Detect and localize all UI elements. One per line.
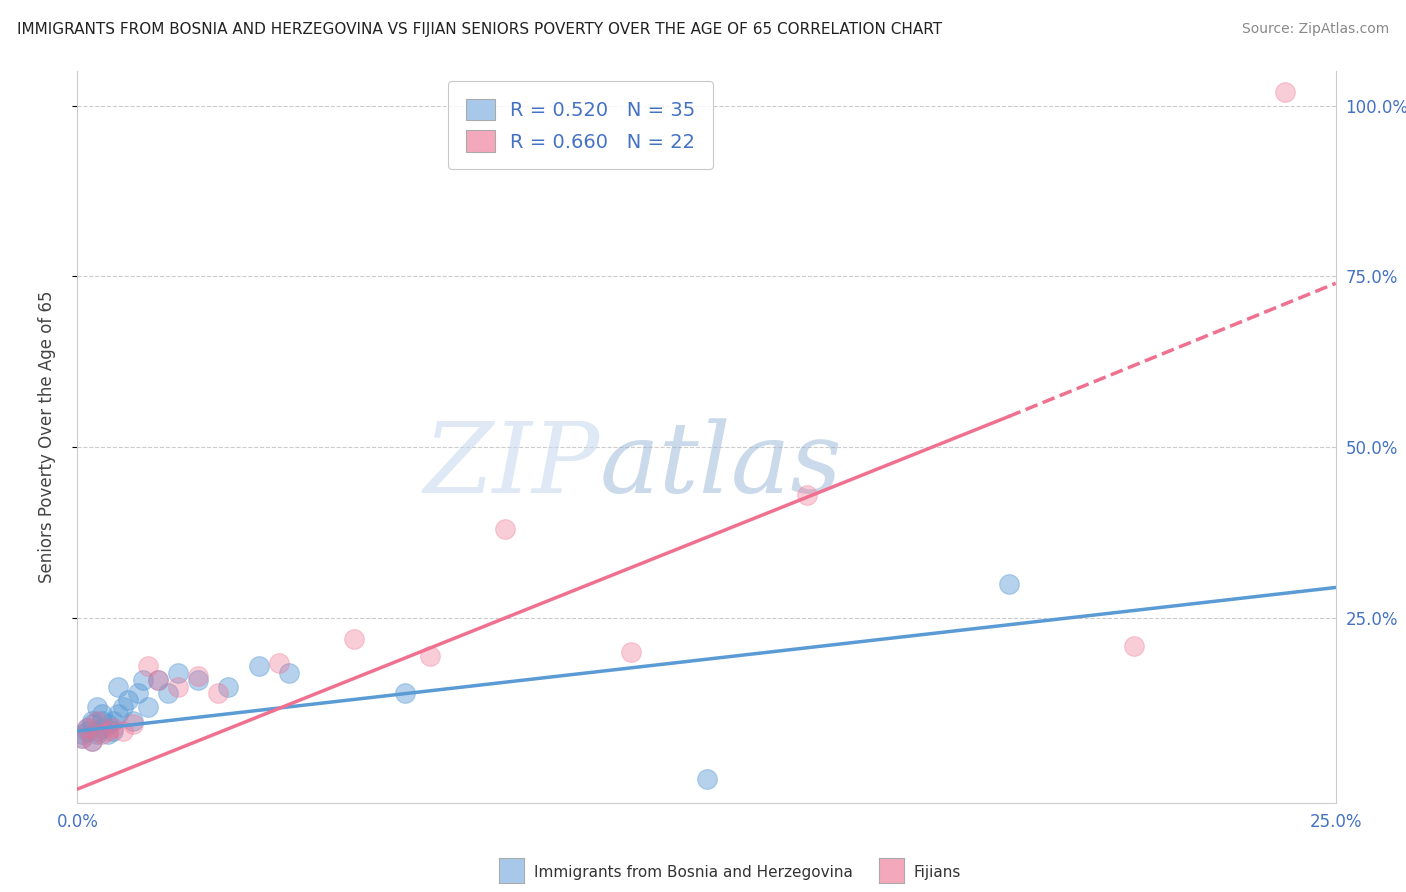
- Point: [394, 686, 416, 700]
- Point: [136, 659, 159, 673]
- Point: [86, 727, 108, 741]
- Point: [101, 721, 124, 735]
- Point: [76, 721, 98, 735]
- Point: [111, 724, 134, 739]
- Point: [146, 673, 169, 687]
- Text: atlas: atlas: [599, 418, 842, 514]
- Point: [997, 577, 1019, 591]
- Point: [91, 721, 114, 735]
- Point: [247, 659, 270, 673]
- Point: [117, 693, 139, 707]
- Point: [156, 686, 179, 700]
- Point: [76, 721, 98, 735]
- Point: [91, 706, 114, 721]
- Point: [132, 673, 155, 687]
- Point: [1274, 85, 1296, 99]
- Text: ZIP: ZIP: [423, 418, 599, 514]
- Point: [277, 665, 299, 680]
- Point: [136, 700, 159, 714]
- Y-axis label: Seniors Poverty Over the Age of 65: Seniors Poverty Over the Age of 65: [38, 291, 56, 583]
- Point: [494, 522, 516, 536]
- Point: [96, 724, 118, 739]
- Text: Fijians: Fijians: [914, 865, 962, 880]
- Point: [343, 632, 366, 646]
- Point: [620, 645, 643, 659]
- Point: [121, 714, 143, 728]
- Point: [796, 488, 818, 502]
- Point: [82, 714, 104, 728]
- Point: [121, 717, 143, 731]
- Point: [167, 680, 190, 694]
- Point: [101, 714, 124, 728]
- Point: [82, 717, 104, 731]
- Point: [101, 724, 124, 739]
- Point: [167, 665, 190, 680]
- Point: [91, 714, 114, 728]
- Point: [1123, 639, 1146, 653]
- Text: Immigrants from Bosnia and Herzegovina: Immigrants from Bosnia and Herzegovina: [534, 865, 853, 880]
- Point: [696, 772, 718, 786]
- Point: [127, 686, 149, 700]
- Point: [91, 727, 114, 741]
- Point: [72, 731, 94, 745]
- Point: [107, 680, 129, 694]
- Point: [86, 724, 108, 739]
- Point: [111, 700, 134, 714]
- Point: [72, 731, 94, 745]
- Point: [82, 734, 104, 748]
- Point: [267, 656, 290, 670]
- Point: [96, 717, 118, 731]
- Point: [72, 727, 94, 741]
- Point: [76, 724, 98, 739]
- Point: [86, 714, 108, 728]
- Point: [187, 673, 209, 687]
- Point: [146, 673, 169, 687]
- Legend: R = 0.520   N = 35, R = 0.660   N = 22: R = 0.520 N = 35, R = 0.660 N = 22: [449, 81, 713, 169]
- Text: IMMIGRANTS FROM BOSNIA AND HERZEGOVINA VS FIJIAN SENIORS POVERTY OVER THE AGE OF: IMMIGRANTS FROM BOSNIA AND HERZEGOVINA V…: [17, 22, 942, 37]
- Point: [82, 734, 104, 748]
- Point: [207, 686, 229, 700]
- Point: [107, 706, 129, 721]
- Point: [217, 680, 239, 694]
- Point: [86, 700, 108, 714]
- Text: Source: ZipAtlas.com: Source: ZipAtlas.com: [1241, 22, 1389, 37]
- Point: [419, 648, 441, 663]
- Point: [96, 727, 118, 741]
- Point: [187, 669, 209, 683]
